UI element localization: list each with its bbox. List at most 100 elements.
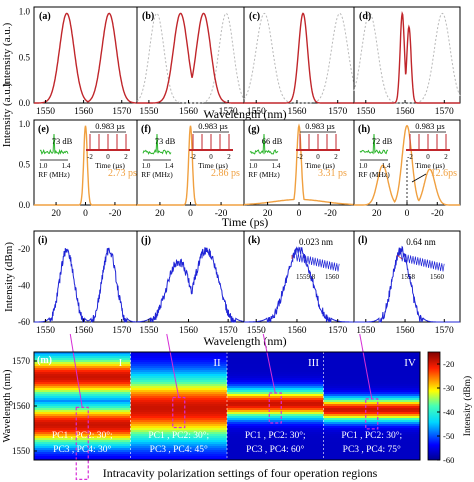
heatmap-cell bbox=[323, 418, 421, 421]
y-tick-label: 1.0 bbox=[19, 119, 31, 129]
heatmap-cell bbox=[227, 448, 324, 451]
heatmap-cell bbox=[227, 370, 324, 373]
heatmap-cell bbox=[130, 392, 228, 395]
inset-tick-label: 2 bbox=[124, 153, 128, 161]
autocorrelation-line bbox=[244, 123, 354, 206]
heatmap-cell bbox=[130, 364, 228, 367]
panel-frame bbox=[353, 6, 461, 104]
x-tick-label: 1550 bbox=[247, 326, 266, 336]
x-tick-label: 1560 bbox=[179, 107, 198, 117]
heatmap-cell bbox=[34, 392, 131, 395]
x-tick-label: 0 bbox=[405, 209, 410, 219]
heatmap-cell bbox=[130, 386, 228, 389]
heatmap-cell bbox=[227, 356, 324, 359]
inset-tick-label: 1.4 bbox=[62, 162, 71, 170]
link-arrow bbox=[166, 333, 180, 398]
heatmap-cell bbox=[34, 382, 131, 385]
pulse-train-line bbox=[189, 134, 233, 151]
heatmap-cell bbox=[227, 424, 324, 427]
heatmap-cell bbox=[323, 362, 421, 365]
heatmap-cell bbox=[227, 426, 324, 429]
heatmap-cell bbox=[130, 440, 228, 443]
panel-frame bbox=[243, 6, 355, 104]
x-tick-label: 1560 bbox=[74, 107, 93, 117]
heatmap-cell bbox=[34, 400, 131, 403]
heatmap-cell bbox=[130, 446, 228, 449]
heatmap-cell bbox=[34, 414, 131, 417]
region-numeral: IV bbox=[404, 357, 416, 369]
heatmap-cell bbox=[130, 432, 228, 435]
heatmap-cell bbox=[227, 366, 324, 369]
inset-tick-label: 1.0 bbox=[39, 162, 48, 170]
heatmap-cell bbox=[34, 452, 131, 455]
inset-tick-label: 0 bbox=[106, 153, 110, 161]
y-tick-label: 0.0 bbox=[19, 98, 31, 108]
region-settings-line: PC1 , PC2: 30°; bbox=[341, 430, 402, 441]
inset-spectrum-line bbox=[295, 252, 340, 272]
heatmap-cell bbox=[130, 438, 228, 441]
heatmap-cell bbox=[34, 456, 131, 459]
heatmap-cell bbox=[34, 356, 131, 359]
panel-frame bbox=[136, 230, 245, 323]
colorbar-tick-label: -40 bbox=[443, 407, 454, 417]
heatmap-cell bbox=[227, 406, 324, 409]
colorbar-label: Intensity (dBm) bbox=[462, 376, 473, 436]
heatmap-cell bbox=[34, 366, 131, 369]
heatmap-cell bbox=[34, 430, 131, 433]
y-tick-label: 0.0 bbox=[19, 200, 31, 210]
inset-axis-label: Time (µs) bbox=[198, 161, 228, 170]
heatmap-cell bbox=[34, 448, 131, 451]
x-tick-label: 1570 bbox=[219, 326, 238, 336]
heatmap-cell bbox=[227, 440, 324, 443]
heatmap-cell bbox=[34, 408, 131, 411]
heatmap-cell bbox=[130, 452, 228, 455]
heatmap-cell bbox=[34, 358, 131, 361]
heatmap-cell bbox=[130, 410, 228, 413]
heatmap-cell bbox=[323, 442, 421, 445]
y-tick-label: 1.0 bbox=[19, 7, 31, 17]
inset-tick-label: -2 bbox=[407, 153, 413, 161]
snr-label: 66 dB bbox=[262, 136, 283, 146]
heatmap-cell bbox=[34, 454, 131, 457]
panel-label: (g) bbox=[248, 124, 260, 135]
period-label: 0.983 µs bbox=[95, 121, 124, 131]
inset-axis-label: RF (MHz) bbox=[358, 170, 390, 179]
heatmap-cell bbox=[227, 450, 324, 453]
heatmap-cell bbox=[34, 446, 131, 449]
y-axis-label: Intensity (a.u.) bbox=[1, 22, 13, 87]
heatmap-cell bbox=[34, 436, 131, 439]
period-label: 0.983 µs bbox=[305, 121, 334, 131]
heatmap-cell bbox=[130, 436, 228, 439]
y-axis-label: Intensity (dBm) bbox=[3, 242, 15, 312]
heatmap-cell bbox=[130, 444, 228, 447]
heatmap-cell bbox=[34, 426, 131, 429]
heatmap-cell bbox=[227, 434, 324, 437]
heatmap-cell bbox=[323, 430, 421, 433]
heatmap-cell bbox=[34, 390, 131, 393]
heatmap-cell bbox=[34, 428, 131, 431]
panel-label: (i) bbox=[38, 235, 47, 246]
heatmap-cell bbox=[323, 448, 421, 451]
heatmap-cell bbox=[130, 408, 228, 411]
heatmap-cell bbox=[34, 374, 131, 377]
heatmap-cell bbox=[227, 444, 324, 447]
heatmap-cell bbox=[34, 416, 131, 419]
x-axis-label: Wavelength (nm) bbox=[203, 107, 286, 121]
heatmap-cell bbox=[227, 446, 324, 449]
heatmap-cell bbox=[34, 450, 131, 453]
autocorrelation-line bbox=[34, 125, 137, 206]
x-tick-label: 1550 bbox=[36, 107, 55, 117]
x-tick-label: 0 bbox=[188, 209, 193, 219]
heatmap-cell bbox=[227, 438, 324, 441]
y-tick-label: -60 bbox=[18, 317, 30, 327]
heatmap-cell bbox=[323, 416, 421, 419]
heatmap-cell bbox=[227, 432, 324, 435]
heatmap-cell bbox=[130, 428, 228, 431]
heatmap-cell bbox=[130, 378, 228, 381]
heatmap-cell bbox=[323, 390, 421, 393]
spectrum-line bbox=[137, 12, 244, 104]
heatmap-cell bbox=[323, 372, 421, 375]
heatmap-cell bbox=[323, 360, 421, 363]
rf-spectrum-line bbox=[359, 133, 389, 155]
